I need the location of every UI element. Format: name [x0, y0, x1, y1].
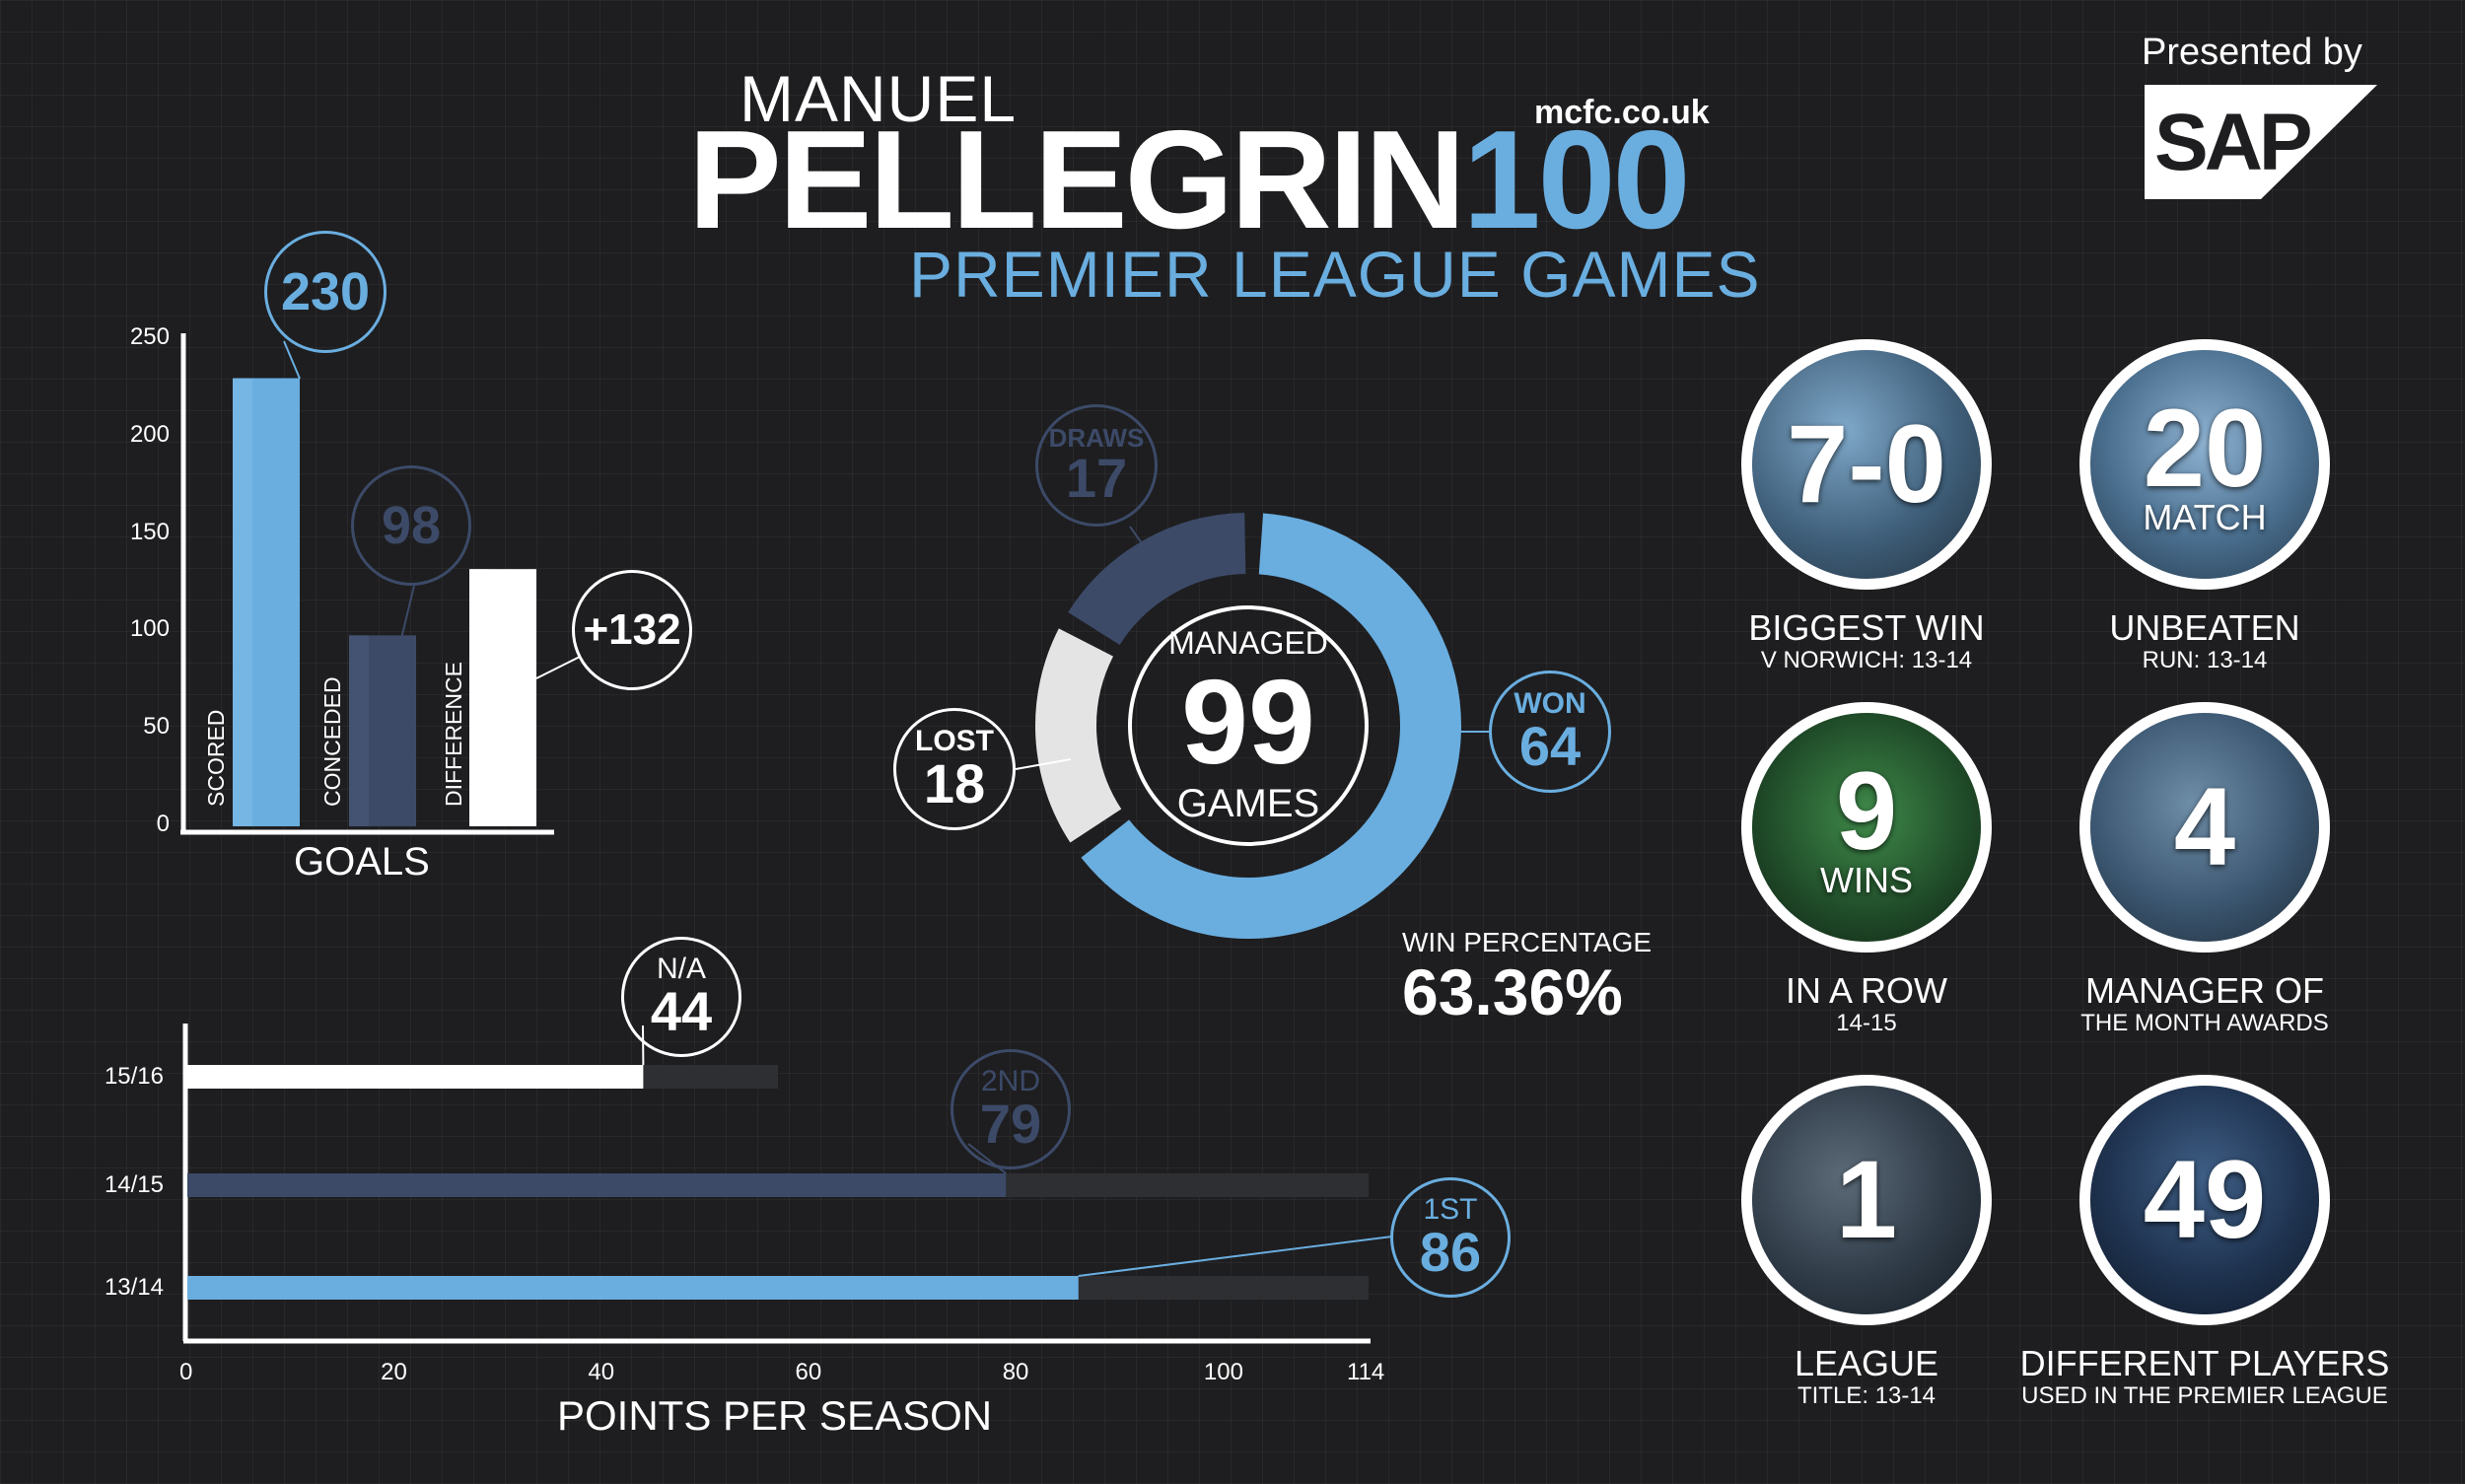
- points-chart-title: POINTS PER SEASON: [557, 1392, 993, 1439]
- difference-value-badge: +132: [572, 570, 692, 690]
- lost-badge: LOST 18: [893, 708, 1016, 830]
- team-celebration-photo: 7-0: [1741, 339, 1992, 590]
- season-label: 13/14: [104, 1274, 164, 1301]
- points-bar-1516: [187, 1065, 644, 1089]
- season-1415-badge: 2ND 79: [951, 1049, 1071, 1169]
- season-label: 14/15: [104, 1171, 164, 1198]
- stat-title: UNBEATEN: [2109, 607, 2300, 648]
- stat-value: 4: [2173, 765, 2236, 888]
- stat-subtitle: THE MONTH AWARDS: [2080, 1010, 2329, 1036]
- donut-center-ring: [1128, 605, 1369, 846]
- stat-subtitle: USED IN THE PREMIER LEAGUE: [2021, 1382, 2388, 1409]
- points-x-tick: 114: [1347, 1359, 1385, 1385]
- lost-leader: [1015, 758, 1072, 770]
- subtitle: PREMIER LEAGUE GAMES: [909, 238, 1761, 311]
- won-badge: WON 64: [1489, 671, 1611, 793]
- stat-title: IN A ROW: [1785, 970, 1948, 1011]
- season-1516-points: 44: [650, 980, 713, 1042]
- donut-center-sub: GAMES: [1176, 782, 1320, 825]
- season-1314-position: 1ST: [1423, 1193, 1478, 1226]
- stat-subtitle: TITLE: 13-14: [1796, 1382, 1937, 1409]
- stat-value: 20: [2143, 387, 2267, 510]
- draws-badge: DRAWS 17: [1035, 404, 1158, 527]
- points-bar-1314: [187, 1276, 1079, 1300]
- points-x-tick: 60: [795, 1359, 822, 1385]
- players-photo: 20 MATCH: [2079, 339, 2330, 590]
- goals-bar-highlight: [349, 635, 369, 826]
- win-percentage-value: 63.36%: [1402, 955, 1623, 1028]
- first-name: MANUEL: [740, 62, 1018, 135]
- bar-label-conceded: CONCEDED: [319, 676, 345, 807]
- last-name: PELLEGRIN: [688, 102, 1466, 258]
- presented-by-label: Presented by: [2142, 32, 2362, 73]
- stat-title: BIGGEST WIN: [1748, 607, 1985, 648]
- season-1314-points: 86: [1419, 1221, 1482, 1283]
- manager-award-photo: 4: [2079, 702, 2330, 953]
- win-percentage-label: WIN PERCENTAGE: [1402, 927, 1653, 957]
- donut-center-value: 99: [1181, 655, 1315, 789]
- season-1314-badge: 1ST 86: [1390, 1177, 1511, 1298]
- season-1415-points: 79: [979, 1093, 1042, 1155]
- stat-value: 7-0: [1787, 402, 1946, 526]
- goals-bar-highlight: [233, 378, 252, 826]
- stat-subtitle: 14-15: [1836, 1010, 1897, 1036]
- scored-leader-line: [283, 340, 301, 380]
- goals-bar-highlight: [469, 569, 489, 826]
- points-x-tick: 80: [1002, 1359, 1029, 1385]
- goals-y-tick: 100: [129, 615, 170, 643]
- goals-y-tick: 200: [129, 420, 170, 448]
- trophy-photo: 1: [1741, 1075, 1992, 1325]
- difference-leader-line: [535, 656, 581, 679]
- season-1516-badge: N/A 44: [621, 937, 741, 1057]
- goalkeeper-photo: 9 WINS: [1741, 702, 1992, 953]
- season-1314-leader: [1078, 1236, 1393, 1277]
- donut-slice-lost: [1035, 628, 1122, 843]
- stat-value-unit: MATCH: [2143, 497, 2267, 537]
- goals-y-tick: 250: [129, 323, 170, 350]
- points-x-tick: 40: [588, 1359, 615, 1385]
- conceded-leader-line: [397, 585, 415, 652]
- stat-value-unit: WINS: [1820, 860, 1913, 900]
- won-value: 64: [1518, 715, 1582, 777]
- goals-y-tick: 50: [143, 713, 170, 741]
- goals-chart-title: GOALS: [294, 840, 430, 883]
- goals-y-tick: 150: [129, 518, 170, 545]
- stat-title: LEAGUE: [1794, 1343, 1939, 1383]
- stat-title: DIFFERENT PLAYERS: [2019, 1343, 2390, 1383]
- conceded-value-badge: 98: [351, 465, 471, 586]
- donut-center-label: MANAGED: [1168, 625, 1328, 661]
- won-label: WON: [1514, 687, 1586, 720]
- donut-slice-won: [1081, 513, 1461, 939]
- points-x-tick: 100: [1203, 1359, 1243, 1385]
- donut-center: MANAGED 99 GAMES: [1130, 607, 1367, 844]
- stat-subtitle: RUN: 13-14: [2142, 647, 2268, 673]
- stat-value: 9: [1835, 749, 1898, 873]
- stat-value: 1: [1835, 1138, 1898, 1261]
- stat-value: 49: [2143, 1138, 2267, 1261]
- website-label: mcfc.co.uk: [1534, 94, 1710, 131]
- bar-label-difference: DIFFERENCE: [441, 662, 466, 807]
- season-label: 15/16: [104, 1063, 164, 1090]
- lost-label: LOST: [915, 725, 994, 757]
- stat-title: MANAGER OF: [2084, 970, 2324, 1011]
- sap-logo-text: SAP: [2154, 98, 2310, 187]
- points-x-tick: 0: [179, 1359, 193, 1385]
- main-title: PELLEGRIN100: [688, 110, 1691, 250]
- points-x-tick: 20: [381, 1359, 407, 1385]
- season-1415-position: 2ND: [980, 1065, 1040, 1097]
- player-photo: 49: [2079, 1075, 2330, 1325]
- lost-value: 18: [923, 752, 986, 814]
- bar-label-scored: SCORED: [203, 709, 229, 807]
- draws-label: DRAWS: [1048, 423, 1145, 453]
- goals-y-tick: 0: [156, 811, 170, 837]
- scored-value-badge: 230: [264, 231, 387, 353]
- stat-subtitle: V NORWICH: 13-14: [1760, 647, 1973, 673]
- sap-logo: SAP: [2145, 85, 2377, 199]
- draws-leader: [1129, 526, 1164, 575]
- points-bar-1415: [187, 1173, 1007, 1197]
- draws-value: 17: [1065, 447, 1128, 509]
- season-1516-position: N/A: [656, 953, 706, 985]
- games-count: 100: [1462, 102, 1691, 258]
